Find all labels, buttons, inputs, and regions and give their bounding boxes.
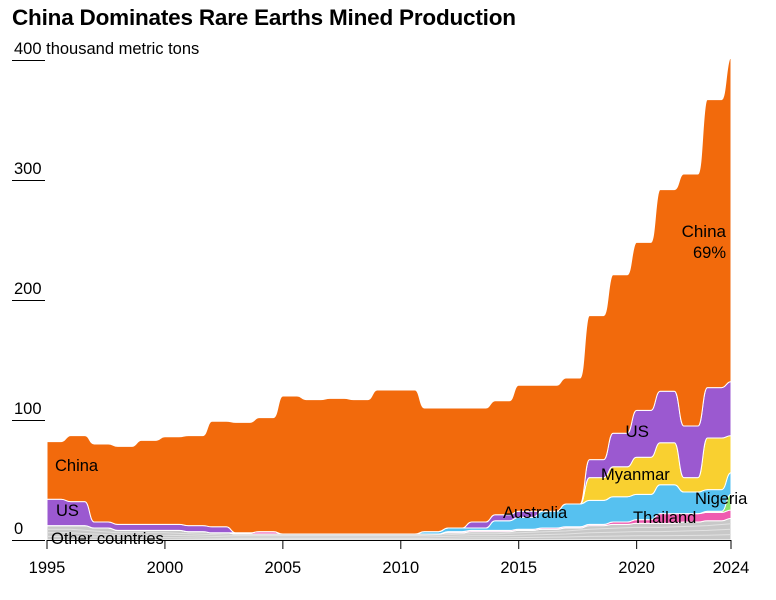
x-tick-label-2000: 2000 [147,559,184,577]
area-china [46,57,732,535]
x-tick-label-2020: 2020 [618,559,655,577]
label-china-right: China [682,222,727,241]
label-us-right: US [625,422,649,441]
y-tick-label-300: 300 [14,160,42,178]
label-australia: Australia [503,504,568,522]
other-countries-line [47,534,732,539]
chart-title: China Dominates Rare Earths Mined Produc… [12,5,516,30]
y-tick-label-100: 100 [14,400,42,418]
label-china-right-share: 69% [693,244,726,262]
label-thailand: Thailand [633,509,696,527]
x-tick-label-2024: 2024 [713,559,750,577]
label-us-left: US [56,502,79,520]
x-tick-label-1995: 1995 [29,559,66,577]
label-other-left: Other countries [51,530,164,548]
x-tick-label-2015: 2015 [500,559,537,577]
other-countries-line [47,528,732,538]
label-nigeria: Nigeria [695,490,748,508]
x-tick-label-2010: 2010 [382,559,419,577]
y-tick-label-400: 400 thousand metric tons [14,40,199,58]
label-china-left: China [55,457,99,475]
y-tick-label-200: 200 [14,280,42,298]
other-countries-line [47,523,732,536]
label-myanmar: Myanmar [601,466,670,484]
x-tick-label-2005: 2005 [265,559,302,577]
y-tick-label-0: 0 [14,520,23,538]
